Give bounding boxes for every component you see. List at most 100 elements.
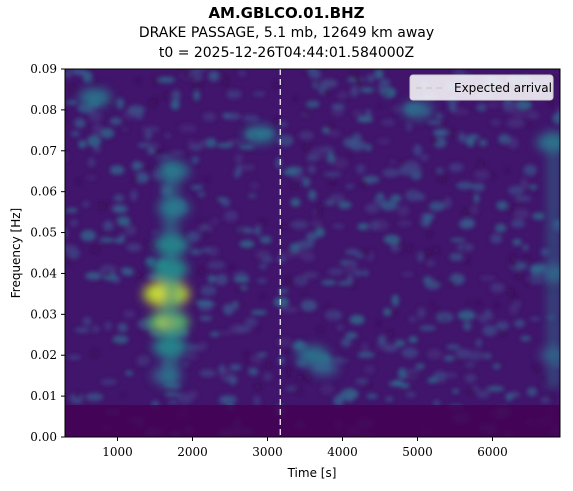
texture-blob <box>93 145 101 153</box>
texture-dot <box>477 161 484 168</box>
texture-blob <box>215 273 228 286</box>
texture-blob <box>350 85 359 98</box>
texture-blob <box>464 362 475 368</box>
texture-blob <box>507 391 520 398</box>
texture-blob <box>207 260 226 270</box>
texture-blob <box>349 314 365 325</box>
texture-dot <box>443 316 447 321</box>
texture-blob <box>405 189 421 202</box>
texture-dot <box>517 201 522 206</box>
texture-blob <box>345 262 353 274</box>
texture-dot <box>65 118 68 124</box>
y-tick-label: 0.03 <box>30 307 57 321</box>
texture-blob <box>193 90 201 101</box>
texture-dot <box>245 359 249 364</box>
texture-blob <box>167 400 179 405</box>
texture-blob <box>466 350 484 361</box>
texture-blob <box>135 114 144 120</box>
texture-blob <box>198 341 208 351</box>
texture-dot <box>510 254 516 260</box>
texture-blob <box>502 101 520 113</box>
x-tick-label: 1000 <box>102 445 133 459</box>
texture-blob <box>365 203 380 214</box>
texture-blob <box>366 393 378 399</box>
texture-blob <box>522 244 529 251</box>
texture-blob <box>300 299 317 312</box>
texture-blob <box>253 91 266 97</box>
texture-dot <box>434 308 440 314</box>
texture-blob <box>100 128 115 139</box>
legend-arrival-label: Expected arrival <box>454 81 552 95</box>
texture-blob <box>113 205 128 214</box>
x-tick-label: 4000 <box>327 445 358 459</box>
texture-blob <box>413 144 423 157</box>
texture-blob <box>349 139 366 151</box>
energy-feature <box>243 124 277 144</box>
texture-blob <box>466 138 475 148</box>
texture-blob <box>87 135 102 147</box>
event-subtitle: DRAKE PASSAGE, 5.1 mb, 12649 km away <box>138 25 435 41</box>
texture-blob <box>216 142 234 149</box>
energy-feature <box>308 358 339 377</box>
texture-dot <box>273 82 279 88</box>
texture-blob <box>155 154 172 159</box>
texture-blob <box>113 194 125 203</box>
texture-blob <box>506 118 525 128</box>
texture-blob <box>127 105 145 115</box>
texture-blob <box>482 325 498 337</box>
texture-blob <box>226 89 242 99</box>
texture-dot <box>255 383 261 390</box>
texture-blob <box>435 167 444 174</box>
texture-blob <box>157 76 176 84</box>
x-tick-label: 3000 <box>252 445 283 459</box>
texture-blob <box>319 79 338 88</box>
y-tick-label: 0.02 <box>30 348 57 362</box>
texture-blob <box>249 182 260 190</box>
texture-blob <box>280 306 299 313</box>
texture-dot <box>468 387 475 394</box>
texture-dot <box>74 392 81 398</box>
texture-blob <box>510 219 525 228</box>
texture-dot <box>286 373 291 378</box>
texture-blob <box>278 356 285 365</box>
texture-blob <box>239 240 255 248</box>
texture-blob <box>130 189 138 202</box>
texture-blob <box>164 133 172 139</box>
texture-dot <box>325 305 330 310</box>
low-frequency-band <box>65 405 560 437</box>
texture-blob <box>507 185 525 196</box>
texture-dot <box>360 180 368 188</box>
texture-blob <box>296 240 315 249</box>
texture-blob <box>242 114 260 122</box>
texture-blob <box>117 322 128 333</box>
texture-blob <box>227 139 243 145</box>
texture-blob <box>70 219 78 227</box>
texture-dot <box>299 278 303 282</box>
texture-dot <box>65 257 72 263</box>
texture-blob <box>202 112 216 122</box>
texture-blob <box>361 342 369 354</box>
texture-dot <box>290 182 298 189</box>
texture-blob <box>427 348 442 360</box>
texture-blob <box>509 303 519 315</box>
texture-blob <box>476 390 490 399</box>
texture-blob <box>490 119 501 126</box>
texture-dot <box>204 177 209 182</box>
texture-blob <box>182 361 190 367</box>
texture-blob <box>207 274 216 284</box>
texture-blob <box>276 256 286 263</box>
texture-blob <box>119 233 126 242</box>
texture-dot <box>406 245 412 251</box>
texture-dot <box>293 97 298 102</box>
texture-blob <box>190 185 204 190</box>
texture-dot <box>525 121 530 126</box>
texture-dot <box>244 351 249 357</box>
texture-blob <box>306 154 319 162</box>
texture-blob <box>449 253 464 261</box>
texture-blob <box>410 169 422 180</box>
texture-dot <box>348 153 352 157</box>
texture-blob <box>529 316 541 321</box>
texture-blob <box>443 355 455 362</box>
texture-dot <box>542 375 548 381</box>
